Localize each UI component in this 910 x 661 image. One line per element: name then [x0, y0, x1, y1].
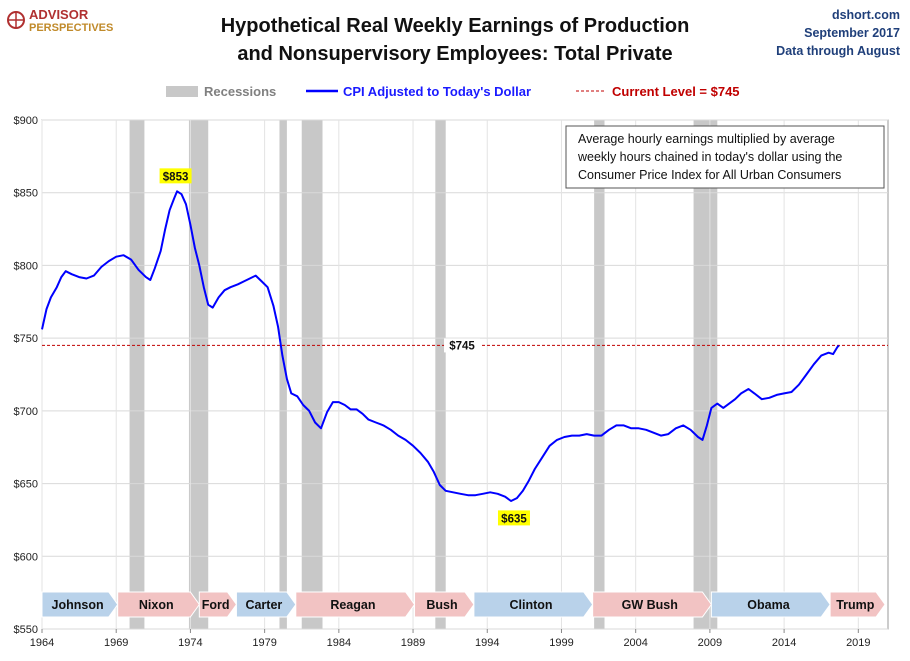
current-level-label-bg — [444, 338, 481, 353]
recession-band-2 — [279, 120, 287, 629]
xtick-label: 1969 — [104, 637, 128, 649]
ytick-label: $800 — [14, 260, 38, 272]
president-band-ford — [198, 591, 238, 618]
ytick-label: $550 — [14, 624, 38, 636]
note-box: Average hourly earnings multiplied by av… — [565, 125, 885, 189]
plot-frame — [41, 119, 889, 630]
annotation-bg-1 — [497, 510, 530, 526]
xtick-label: 1964 — [30, 637, 54, 649]
president-label: Obama — [747, 598, 790, 612]
president-label: Ford — [202, 598, 230, 612]
president-band-trump — [829, 591, 886, 618]
xtick-label: 1989 — [401, 637, 425, 649]
annotation-bg-0 — [159, 168, 192, 184]
recession-band-4 — [435, 120, 446, 629]
chart-title-line2: and Nonsupervisory Employees: Total Priv… — [237, 43, 672, 65]
president-label: Carter — [245, 598, 282, 612]
plot-area: $745 Johnson Nixon Ford Carter Reagan Bush Cli… — [14, 115, 889, 649]
recession-bands — [129, 120, 718, 629]
ytick-label: $700 — [14, 406, 38, 418]
ytick-label: $600 — [14, 551, 38, 563]
ytick-label: $850 — [14, 188, 38, 200]
legend-current-label: Current Level = $745 — [612, 84, 740, 99]
president-label: Reagan — [330, 598, 375, 612]
recession-band-1 — [188, 120, 209, 629]
xtick-label: 1984 — [327, 637, 351, 649]
source-date: September 2017 — [804, 26, 900, 40]
chart-title-line1: Hypothetical Real Weekly Earnings of Pro… — [221, 15, 690, 37]
xtick-label: 2009 — [698, 637, 722, 649]
ytick-label: $750 — [14, 333, 38, 345]
ytick-label: $650 — [14, 479, 38, 491]
xtick-label: 1974 — [178, 637, 202, 649]
president-band-nixon — [117, 591, 200, 618]
president-band-johnson — [41, 591, 119, 618]
president-band-clinton — [473, 591, 594, 618]
annotation-label-0: $853 — [163, 171, 189, 183]
legend-series-label: CPI Adjusted to Today's Dollar — [343, 84, 531, 99]
logo-line2: PERSPECTIVES — [29, 22, 113, 34]
source-through: Data through August — [776, 44, 901, 58]
legend-recessions-label: Recessions — [204, 84, 276, 99]
xtick-label: 2014 — [772, 637, 796, 649]
ytick-label: $900 — [14, 115, 38, 127]
president-label: Nixon — [139, 598, 174, 612]
series-line-0 — [41, 190, 840, 502]
source-site: dshort.com — [832, 8, 900, 22]
current-level-label: $745 — [449, 340, 475, 352]
note-line-1: Average hourly earnings multiplied by av… — [578, 132, 835, 146]
president-label: Trump — [836, 598, 875, 612]
legend: Recessions CPI Adjusted to Today's Dolla… — [166, 84, 740, 99]
legend-recession-swatch — [166, 86, 198, 97]
xtick-label: 1979 — [252, 637, 276, 649]
president-label: GW Bush — [622, 598, 678, 612]
president-band-bush — [414, 591, 475, 618]
president-band-carter — [235, 591, 297, 618]
series-lines — [41, 190, 840, 502]
xtick-label: 1999 — [549, 637, 573, 649]
logo-line1: ADVISOR — [29, 7, 89, 22]
current-level: $745 — [42, 338, 888, 353]
annotation-label-1: $635 — [501, 513, 527, 525]
note-line-3: Consumer Price Index for All Urban Consu… — [578, 168, 841, 182]
president-band-obama — [710, 591, 831, 618]
president-band-gw-bush — [592, 591, 712, 618]
recession-band-6 — [693, 120, 718, 629]
xtick-label: 2004 — [623, 637, 647, 649]
recession-band-3 — [301, 120, 323, 629]
president-label: Clinton — [510, 598, 553, 612]
gridlines — [41, 119, 888, 630]
president-label: Bush — [426, 598, 457, 612]
recession-band-0 — [129, 120, 145, 629]
recession-band-5 — [594, 120, 605, 629]
logo: ADVISOR PERSPECTIVES — [7, 7, 113, 34]
axis-ticks: $550 $600 $650 $700 $750 $800 $850 $900 1964 1969… — [14, 115, 871, 649]
president-bands: Johnson Nixon Ford Carter Reagan Bush Clinton G… — [41, 591, 886, 618]
president-band-reagan — [295, 591, 416, 618]
xtick-label: 2019 — [846, 637, 870, 649]
annotations: $853 $635 — [159, 168, 530, 526]
note-line-2: weekly hours chained in today's dollar u… — [577, 150, 842, 164]
president-label: Johnson — [52, 598, 104, 612]
xtick-label: 1994 — [475, 637, 499, 649]
